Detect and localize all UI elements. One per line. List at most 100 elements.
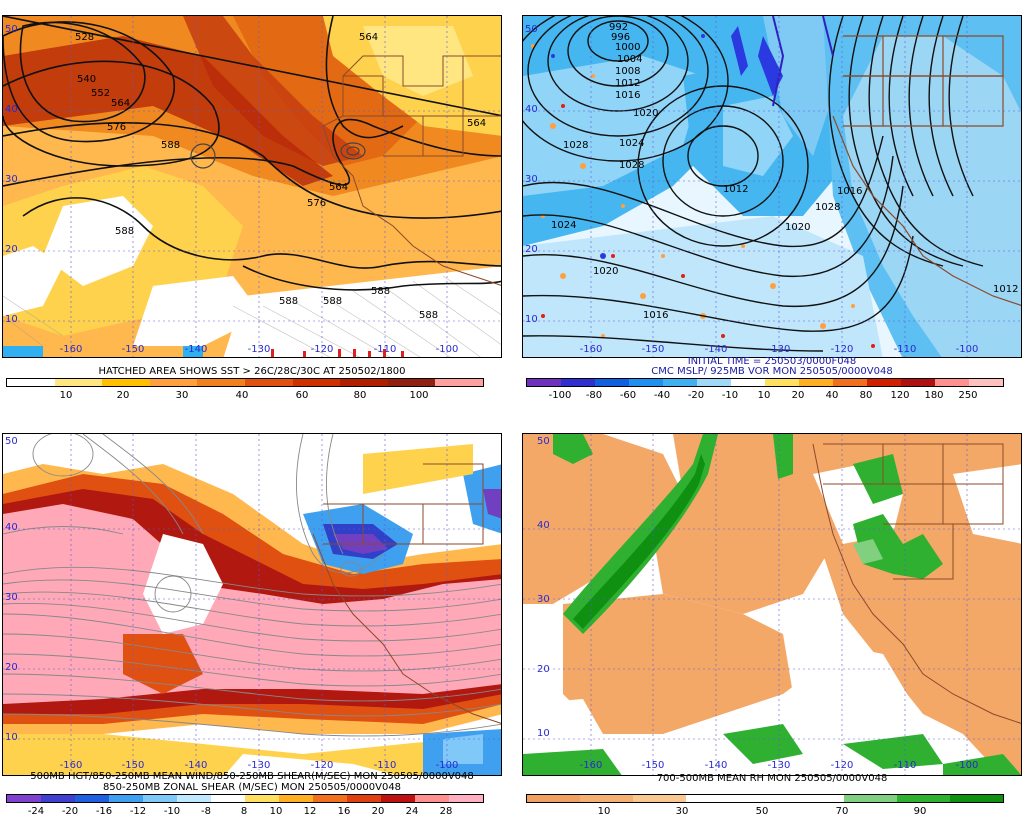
contour-label: 552: [91, 88, 111, 99]
colorbar-swatch: [561, 379, 595, 386]
colorbar-ticks: 10 20 30 40 60 80 100: [6, 390, 484, 402]
contour-label: 564: [329, 182, 349, 193]
panel-mean-rh: 50 40 30 20 10 -160 -150 -140 -130 -120 …: [522, 433, 1022, 838]
colorbar-swatch: [738, 795, 792, 802]
colorbar-swatch: [75, 795, 109, 802]
colorbar-swatch: [7, 379, 55, 386]
lat-label: 40: [525, 104, 538, 115]
isobar-label: 1012: [723, 184, 749, 195]
colorbar-tick: -20: [687, 390, 705, 401]
lon-label: -130: [767, 760, 791, 771]
colorbar-tick: 30: [675, 806, 689, 817]
colorbar-tick: -100: [548, 390, 572, 401]
colorbar-swatch: [340, 379, 388, 386]
lon-label: -150: [641, 344, 665, 355]
colorbar: [526, 378, 1004, 387]
colorbar-swatch: [663, 379, 697, 386]
lon-label: -120: [310, 344, 334, 355]
lon-label: -140: [704, 760, 728, 771]
panel-caption: 850-250MB ZONAL SHEAR (M/SEC) MON 250505…: [102, 782, 402, 793]
lon-label: -140: [704, 344, 728, 355]
colorbar-tick: -8: [201, 806, 211, 817]
lat-label: 10: [525, 314, 538, 325]
colorbar-swatch: [109, 795, 143, 802]
contour-label: 588: [419, 310, 439, 321]
colorbar-tick: 10: [59, 390, 73, 401]
colorbar-tick: 10: [757, 390, 771, 401]
contour-label: 588: [279, 296, 299, 307]
lat-label: 20: [5, 244, 18, 255]
lon-label: -130: [767, 344, 791, 355]
colorbar-swatch: [697, 379, 731, 386]
colorbar-tick: 24: [405, 806, 419, 817]
colorbar-swatch: [867, 379, 901, 386]
map-mean-rh: 50 40 30 20 10 -160 -150 -140 -130 -120 …: [522, 433, 1022, 776]
colorbar-swatch: [197, 379, 245, 386]
panel-caption: 500MB HGT/850-250MB MEAN WIND/850-250MB …: [30, 771, 474, 782]
colorbar-tick: -80: [585, 390, 603, 401]
colorbar-swatch: [527, 379, 561, 386]
colorbar-tick: 28: [439, 806, 453, 817]
isobar-label: 1004: [617, 54, 643, 65]
lat-label: 10: [5, 732, 18, 743]
colorbar-swatch: [143, 795, 177, 802]
colorbar-swatch: [177, 795, 211, 802]
colorbar: [6, 378, 484, 387]
lon-label: -120: [830, 344, 854, 355]
colorbar-tick: 30: [175, 390, 189, 401]
colorbar-tick: -24: [27, 806, 45, 817]
panel-caption: CMC MSLP/ 925MB VOR MON 250505/0000V048: [651, 366, 893, 377]
colorbar-swatch: [7, 795, 41, 802]
lon-label: -130: [247, 760, 271, 771]
panel-caption: HATCHED AREA SHOWS SST > 26C/28C/30C AT …: [98, 366, 406, 377]
colorbar-swatch: [244, 379, 293, 386]
map-graphic: [523, 434, 1021, 775]
colorbar-tick: 20: [791, 390, 805, 401]
colorbar-swatch: [950, 795, 1004, 802]
colorbar-swatch: [799, 379, 833, 386]
contour-label: 588: [323, 296, 343, 307]
colorbar-swatch: [245, 795, 279, 802]
colorbar-swatch: [935, 379, 969, 386]
colorbar-ticks: 10 30 50 70 90: [526, 806, 1004, 818]
lat-label: 30: [5, 592, 18, 603]
lat-label: 50: [537, 436, 550, 447]
isobar-label: 992: [609, 22, 629, 33]
map-graphic: [3, 434, 501, 775]
colorbar-swatch: [833, 379, 867, 386]
isobar-label: 1016: [837, 186, 863, 197]
colorbar-tick: 20: [371, 806, 385, 817]
lon-label: -150: [121, 760, 145, 771]
map-zonal-shear: 50 40 30 20 10 -160 -150 -140 -130 -120 …: [2, 433, 502, 776]
map-graphic: [3, 16, 501, 357]
colorbar-swatch: [527, 795, 580, 802]
panel-500mb-height-wind: 528 540 552 564 576 588 588 576 564 588 …: [2, 15, 502, 420]
isobar-label: 1016: [643, 310, 669, 321]
colorbar-tick: -10: [163, 806, 181, 817]
lon-label: -160: [579, 344, 603, 355]
map-mslp-vorticity: 992 996 1000 1004 1008 1012 1016 1020 10…: [522, 15, 1022, 358]
colorbar-tick: -16: [95, 806, 113, 817]
lat-label: 20: [525, 244, 538, 255]
contour-label: 588: [115, 226, 135, 237]
lon-label: -100: [435, 344, 459, 355]
panel-caption: INITIAL TIME = 250503/0000F048: [687, 356, 857, 367]
lat-label: 10: [5, 314, 18, 325]
colorbar-swatch: [347, 795, 381, 802]
lon-label: -110: [893, 344, 917, 355]
isobar-label: 1024: [551, 220, 577, 231]
colorbar: [526, 794, 1004, 803]
lon-label: -150: [121, 344, 145, 355]
colorbar-tick: 60: [295, 390, 309, 401]
colorbar-ticks: -100 -80 -60 -40 -20 -10 10 20 40 80 120…: [526, 390, 1004, 402]
colorbar-swatch: [897, 795, 951, 802]
lat-label: 30: [5, 174, 18, 185]
colorbar-swatch: [54, 379, 103, 386]
lon-label: -150: [641, 760, 665, 771]
colorbar-tick: -40: [653, 390, 671, 401]
lat-label: 40: [5, 522, 18, 533]
colorbar-swatch: [969, 379, 1003, 386]
contour-label: 540: [77, 74, 97, 85]
colorbar-swatch: [579, 795, 633, 802]
colorbar-swatch: [632, 795, 686, 802]
